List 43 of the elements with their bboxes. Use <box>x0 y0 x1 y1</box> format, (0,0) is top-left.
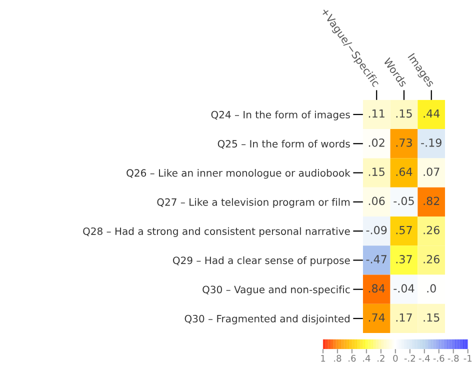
data-label: .82 <box>424 196 440 206</box>
y-tick-label: Q25 – In the form of words <box>218 140 350 149</box>
color-bar-label: -.2 <box>404 354 415 362</box>
data-label: .57 <box>396 226 412 234</box>
y-tick-label: Q27 – Like a television program or film <box>157 198 350 208</box>
data-label: .26 <box>424 255 440 264</box>
data-label: .07 <box>424 168 440 176</box>
color-bar-label: .2 <box>378 354 384 362</box>
color-bar-label: -.6 <box>433 354 444 362</box>
data-label: .15 <box>424 313 440 322</box>
data-label: .74 <box>368 313 385 322</box>
data-label: .37 <box>396 255 412 264</box>
color-bar-label: .8 <box>334 354 342 362</box>
data-label: -.47 <box>366 255 386 264</box>
data-label: .17 <box>396 313 412 322</box>
data-label: .64 <box>396 168 412 176</box>
data-label: .73 <box>396 138 412 147</box>
data-label: -.05 <box>394 196 414 206</box>
color-bar-label: .6 <box>348 354 356 362</box>
data-label: .11 <box>368 109 384 118</box>
data-label: -.09 <box>366 226 387 234</box>
data-label: .15 <box>396 109 412 118</box>
data-label: -.04 <box>394 284 414 293</box>
color-bar-label: 0 <box>393 354 398 362</box>
y-tick-label: Q28 – Had a strong and consistent personal narrative <box>83 227 350 237</box>
color-bar-label: -.4 <box>418 354 430 362</box>
data-label: -.19 <box>421 138 442 147</box>
y-tick-label: Q30 – Vague and non-specific <box>202 286 350 296</box>
data-label: .15 <box>368 168 384 176</box>
data-label: .26 <box>424 226 440 234</box>
y-tick-label: Q26 – Like an inner monologue or audiobook <box>126 168 350 179</box>
data-label: .02 <box>368 138 384 147</box>
data-label: .0 <box>427 284 436 293</box>
color-bar-label: .4 <box>363 354 370 362</box>
y-tick-label: Q24 – In the form of images <box>211 110 350 120</box>
y-tick-label: Q29 – Had a clear sense of purpose <box>172 256 350 266</box>
color-bar-label: -1 <box>464 354 472 362</box>
data-label: .44 <box>424 109 440 118</box>
color-bar-label: 1 <box>321 354 326 362</box>
data-label: .84 <box>368 284 385 293</box>
data-label: .06 <box>368 196 385 206</box>
color-bar-label: -.8 <box>448 354 459 362</box>
y-tick-label: Q30 – Fragmented and disjointed <box>184 314 350 324</box>
